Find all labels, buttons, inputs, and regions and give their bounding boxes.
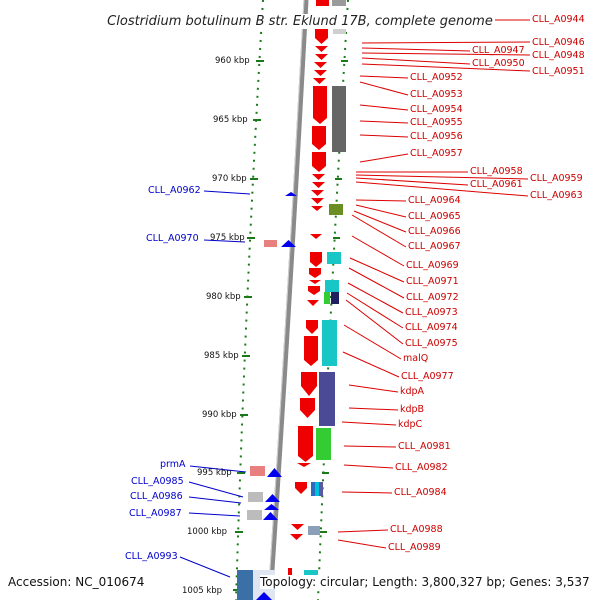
gene-label[interactable]: malQ [403, 353, 429, 364]
gene-label[interactable]: CLL_A0964 [408, 195, 461, 206]
gene-label[interactable]: CLL_A0988 [390, 524, 443, 535]
gene-label[interactable]: CLL_A0982 [395, 462, 448, 473]
scale-label: 990 kbp [202, 410, 237, 420]
accession-text: Accession: NC_010674 [8, 575, 145, 589]
gene-label[interactable]: CLL_A0958 [470, 166, 523, 177]
gene-label[interactable]: prmA [160, 459, 186, 470]
gene-label[interactable]: CLL_A0966 [408, 226, 461, 237]
gene-label[interactable]: CLL_A0969 [406, 260, 459, 271]
gene-label[interactable]: CLL_A0956 [410, 131, 463, 142]
topology-text: Topology: circular; Length: 3,800,327 bp… [260, 575, 590, 589]
gene-label[interactable]: CLL_A0981 [398, 441, 451, 452]
scale-label: 965 kbp [213, 115, 248, 125]
map-title-wrap: Clostridium botulinum B str. Eklund 17B,… [0, 10, 600, 29]
gene-label[interactable]: CLL_A0989 [388, 542, 441, 553]
gene-label[interactable]: CLL_A0973 [405, 307, 458, 318]
gene-label[interactable]: CLL_A0948 [532, 50, 585, 61]
gene-label[interactable]: CLL_A0993 [125, 551, 178, 562]
gene-label[interactable]: CLL_A0954 [410, 104, 463, 115]
gene-label[interactable]: CLL_A0984 [394, 487, 447, 498]
cog-boxes [304, 0, 346, 584]
forward-genes [288, 0, 329, 582]
map-title: Clostridium botulinum B str. Eklund 17B,… [105, 14, 495, 29]
gene-label[interactable]: CLL_A0961 [470, 179, 523, 190]
gene-label[interactable]: kdpB [400, 404, 425, 415]
gene-label[interactable]: CLL_A0974 [405, 322, 458, 333]
scale-label: 995 kbp [197, 468, 232, 478]
gene-label[interactable]: CLL_A0970 [146, 233, 199, 244]
gene-label[interactable]: CLL_A0986 [130, 491, 183, 502]
gene-label[interactable]: CLL_A0944 [532, 14, 585, 25]
gene-label[interactable]: CLL_A0946 [532, 37, 585, 48]
gene-label[interactable]: kdpA [400, 386, 425, 397]
gene-label[interactable]: CLL_A0975 [405, 338, 458, 349]
gene-label[interactable]: CLL_A0959 [530, 173, 583, 184]
gene-label[interactable]: kdpC [398, 419, 423, 430]
scale-label: 975 kbp [210, 233, 245, 243]
scale-label: 1000 kbp [187, 527, 228, 537]
gene-label[interactable]: CLL_A0965 [408, 211, 461, 222]
gene-label[interactable]: CLL_A0985 [131, 476, 184, 487]
gene-label[interactable]: CLL_A0963 [530, 190, 583, 201]
gene-label[interactable]: CLL_A0955 [410, 117, 463, 128]
gene-label[interactable]: CLL_A0987 [129, 508, 182, 519]
gene-label[interactable]: CLL_A0947 [472, 45, 525, 56]
gene-label[interactable]: CLL_A0951 [532, 66, 585, 77]
scale-label: 980 kbp [206, 292, 241, 302]
reverse-genes [237, 192, 297, 600]
gene-label[interactable]: CLL_A0953 [410, 89, 463, 100]
scale-label: 960 kbp [215, 56, 250, 66]
gene-label[interactable]: CLL_A0977 [401, 371, 454, 382]
scale-label: 985 kbp [204, 351, 239, 361]
gene-label[interactable]: CLL_A0967 [408, 241, 461, 252]
gene-label[interactable]: CLL_A0957 [410, 148, 463, 159]
gene-label[interactable]: CLL_A0972 [406, 292, 459, 303]
gene-label[interactable]: CLL_A0950 [472, 58, 525, 69]
scale-label: 1005 kbp [182, 586, 223, 596]
gene-label[interactable]: CLL_A0962 [148, 185, 201, 196]
left-leader-lines [179, 190, 251, 578]
genome-backbone [267, 0, 309, 600]
scale-label: 970 kbp [212, 174, 247, 184]
gene-label[interactable]: CLL_A0971 [406, 276, 459, 287]
right-leader-lines [337, 19, 531, 549]
gene-label[interactable]: CLL_A0952 [410, 72, 463, 83]
